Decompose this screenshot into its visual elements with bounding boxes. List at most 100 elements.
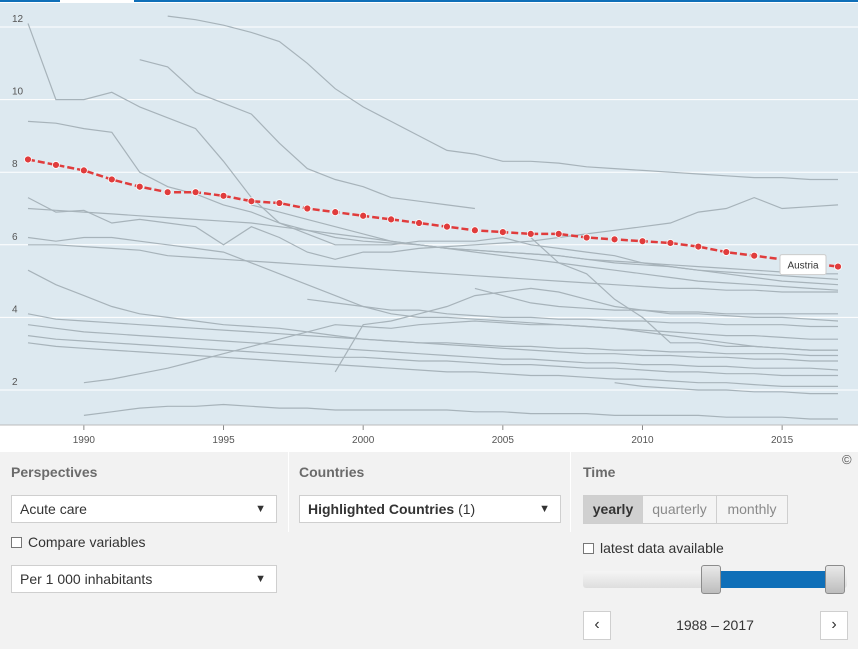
- highlight-data-point: [834, 262, 842, 271]
- highlight-data-point: [554, 230, 563, 238]
- tooltip-label: Austria: [787, 261, 819, 272]
- time-title: Time: [583, 464, 616, 480]
- perspectives-title: Perspectives: [11, 464, 98, 480]
- next-period-button[interactable]: ›: [820, 611, 848, 640]
- countries-select-value: Highlighted Countries: [308, 501, 455, 517]
- country-series-line: [474, 287, 838, 315]
- copyright-icon: ©: [842, 452, 852, 467]
- country-series-line: [334, 287, 839, 373]
- highlight-data-point: [135, 182, 144, 191]
- panel-divider: [288, 452, 289, 532]
- country-series-line: [167, 15, 838, 181]
- country-series-line: [307, 298, 838, 328]
- x-tick-label: 2005: [492, 435, 515, 446]
- highlight-data-point: [359, 211, 368, 220]
- highlight-series-line: [27, 158, 839, 268]
- country-series-line: [27, 269, 838, 362]
- country-series-line: [27, 335, 838, 377]
- country-series-line: [28, 244, 838, 293]
- y-tick-label: 4: [12, 304, 18, 315]
- prev-period-button[interactable]: ‹: [583, 611, 611, 640]
- plot-background: [0, 3, 858, 425]
- chevron-right-icon: ›: [831, 616, 837, 633]
- tab-quarterly[interactable]: quarterly: [642, 495, 717, 524]
- highlight-data-point: [163, 188, 172, 197]
- highlight-data-point: [750, 251, 759, 260]
- country-series-line: [614, 382, 838, 395]
- country-series-line: [139, 59, 475, 210]
- tab-yearly[interactable]: yearly: [583, 495, 643, 524]
- countries-count: (1): [458, 501, 476, 517]
- time-range-text: 1988 – 2017: [676, 617, 754, 633]
- y-tick-label: 8: [12, 159, 18, 170]
- highlight-data-point: [79, 166, 88, 175]
- highlight-data-point: [498, 228, 507, 236]
- countries-select[interactable]: Highlighted Countries (1) ▼: [299, 495, 561, 523]
- compare-variables-checkbox[interactable]: [11, 536, 22, 548]
- y-tick-label: 2: [12, 377, 18, 388]
- chart-area: 2 4 6 8 10 12 1990 1995 2000 2005 2010 2015 Austria: [0, 0, 858, 452]
- highlight-data-point: [666, 239, 675, 247]
- y-tick-label: 10: [12, 87, 24, 98]
- country-series-line: [251, 204, 839, 280]
- unit-select[interactable]: Per 1 000 inhabitants ▼: [11, 565, 277, 593]
- country-series-line: [27, 313, 838, 357]
- latest-data-checkbox[interactable]: [583, 542, 594, 554]
- highlight-data-point: [638, 237, 647, 246]
- compare-variables-row[interactable]: Compare variables: [11, 534, 146, 550]
- y-tick-label: 12: [12, 14, 24, 25]
- compare-variables-label: Compare variables: [28, 534, 146, 550]
- perspective-select[interactable]: Acute care ▼: [11, 495, 277, 523]
- country-series-line: [27, 196, 839, 260]
- highlight-data-point: [219, 191, 228, 200]
- country-series-line: [27, 236, 838, 340]
- highlight-data-point: [331, 208, 340, 217]
- highlight-data-point: [470, 226, 479, 235]
- chart-tab-marker: [60, 0, 134, 3]
- highlight-data-point: [387, 215, 396, 224]
- latest-data-label: latest data available: [600, 540, 724, 556]
- slider-handle-start[interactable]: [701, 565, 722, 594]
- x-tick-label: 2010: [631, 435, 654, 446]
- country-series-line: [27, 342, 838, 387]
- highlight-data-point: [415, 219, 423, 227]
- highlight-data-point: [52, 161, 60, 169]
- x-tick-label: 1995: [212, 435, 235, 446]
- unit-select-value: Per 1 000 inhabitants: [20, 571, 153, 587]
- tab-monthly[interactable]: monthly: [716, 495, 788, 524]
- countries-title: Countries: [299, 464, 365, 480]
- tooltip-box: [779, 254, 827, 276]
- country-series-line: [27, 324, 839, 371]
- highlight-data-point: [191, 188, 200, 197]
- highlight-data-point: [526, 230, 535, 238]
- highlight-data-point: [610, 235, 619, 244]
- country-series-line: [83, 320, 838, 384]
- highlight-data-point: [443, 222, 451, 231]
- perspective-select-value: Acute care: [20, 501, 87, 517]
- x-tick-label: 2000: [352, 435, 375, 446]
- controls-panel: [0, 452, 858, 649]
- country-series-line: [83, 403, 838, 420]
- x-tick-label: 2015: [771, 435, 794, 446]
- country-series-line: [530, 237, 838, 351]
- highlight-data-point: [582, 233, 591, 242]
- highlight-data-point: [107, 175, 116, 184]
- highlight-data-point: [24, 155, 32, 164]
- panel-divider: [570, 452, 571, 532]
- chart-top-border: [0, 0, 858, 2]
- highlight-data-point: [722, 248, 731, 256]
- caret-down-icon: ▼: [255, 573, 266, 585]
- y-tick-label: 6: [12, 232, 18, 243]
- highlight-data-point: [694, 242, 703, 251]
- caret-down-icon: ▼: [255, 503, 266, 515]
- highlight-data-point: [275, 199, 284, 207]
- caret-down-icon: ▼: [539, 503, 550, 515]
- x-tick-label: 1990: [73, 435, 96, 446]
- latest-data-row[interactable]: latest data available: [583, 540, 724, 556]
- highlight-data-point: [247, 197, 256, 206]
- highlight-data-point: [303, 204, 312, 213]
- chevron-left-icon: ‹: [594, 616, 600, 633]
- slider-handle-end[interactable]: [825, 565, 845, 594]
- line-chart[interactable]: 2 4 6 8 10 12 1990 1995 2000 2005 2010 2015 Austria: [0, 0, 858, 452]
- time-slider-range: [711, 571, 835, 588]
